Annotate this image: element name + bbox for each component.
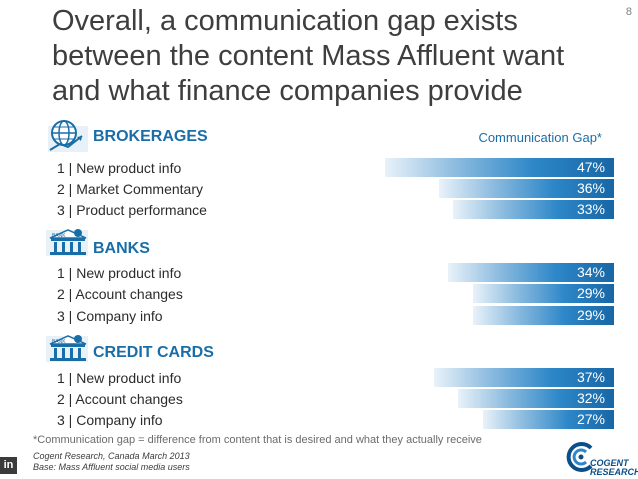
- bar-brokerages-2: [438, 179, 614, 198]
- row-label: 2 | Account changes: [57, 391, 183, 407]
- title-line-3: and what finance companies provide: [52, 75, 523, 107]
- logo-line-2: RESEARCH: [590, 467, 638, 477]
- footnote: *Communication gap = difference from con…: [33, 434, 482, 446]
- row-label: 1 | New product info: [57, 160, 182, 176]
- section-heading-brokerages: BROKERAGES: [93, 128, 208, 145]
- row-label: 3 | Product performance: [57, 202, 207, 218]
- bar-credit-cards-2: [458, 389, 614, 408]
- title-line-2: between the content Mass Affluent want: [52, 40, 565, 72]
- bank-icon-text: BANK: [52, 233, 66, 239]
- bar-banks-1: [448, 263, 614, 282]
- row-label: 1 | New product info: [57, 265, 182, 281]
- page-number: 8: [625, 6, 632, 18]
- bank-card-icon: BANK: [46, 334, 90, 369]
- source-line-2: Base: Mass Affluent social media users: [33, 462, 190, 472]
- bank-building-icon: BANK: [46, 228, 90, 263]
- logo-line-1: COGENT: [590, 458, 629, 468]
- bar-value-label: 32%: [576, 390, 605, 406]
- bar-brokerages-3: [453, 200, 614, 219]
- bar-credit-cards-3: [482, 410, 614, 429]
- bar-banks-2: [472, 284, 614, 303]
- cogent-logo-icon: [564, 440, 598, 479]
- bar-brokerages-1: [385, 158, 614, 177]
- bar-value-label: 34%: [576, 264, 605, 280]
- row-label: 2 | Market Commentary: [57, 181, 204, 197]
- bar-value-label: 29%: [576, 285, 605, 301]
- section-heading-banks: BANKS: [93, 240, 150, 257]
- bar-value-label: 37%: [576, 369, 605, 385]
- bar-value-label: 29%: [576, 307, 605, 323]
- row-label: 3 | Company info: [57, 412, 163, 428]
- logo-wordmark: COGENT RESEARCH: [590, 459, 638, 477]
- bar-value-label: 33%: [576, 201, 605, 217]
- section-heading-credit-cards: CREDIT CARDS: [93, 344, 214, 361]
- source-note: Cogent Research, Canada March 2013 Base:…: [33, 451, 190, 473]
- bank-icon-text: BANK: [52, 339, 66, 345]
- slide-title: Overall, a communication gap exists betw…: [52, 4, 612, 109]
- chart-header: Communication Gap*: [478, 130, 602, 145]
- title-line-1: Overall, a communication gap exists: [52, 5, 518, 37]
- bar-banks-3: [472, 306, 614, 325]
- row-label: 2 | Account changes: [57, 286, 183, 302]
- bar-credit-cards-1: [433, 368, 614, 387]
- bar-value-label: 47%: [576, 159, 605, 175]
- source-line-1: Cogent Research, Canada March 2013: [33, 451, 190, 461]
- row-label: 1 | New product info: [57, 370, 182, 386]
- bar-value-label: 36%: [576, 180, 605, 196]
- globe-icon: [46, 118, 90, 159]
- row-label: 3 | Company info: [57, 308, 163, 324]
- bar-value-label: 27%: [576, 411, 605, 427]
- linkedin-icon[interactable]: in: [0, 457, 17, 474]
